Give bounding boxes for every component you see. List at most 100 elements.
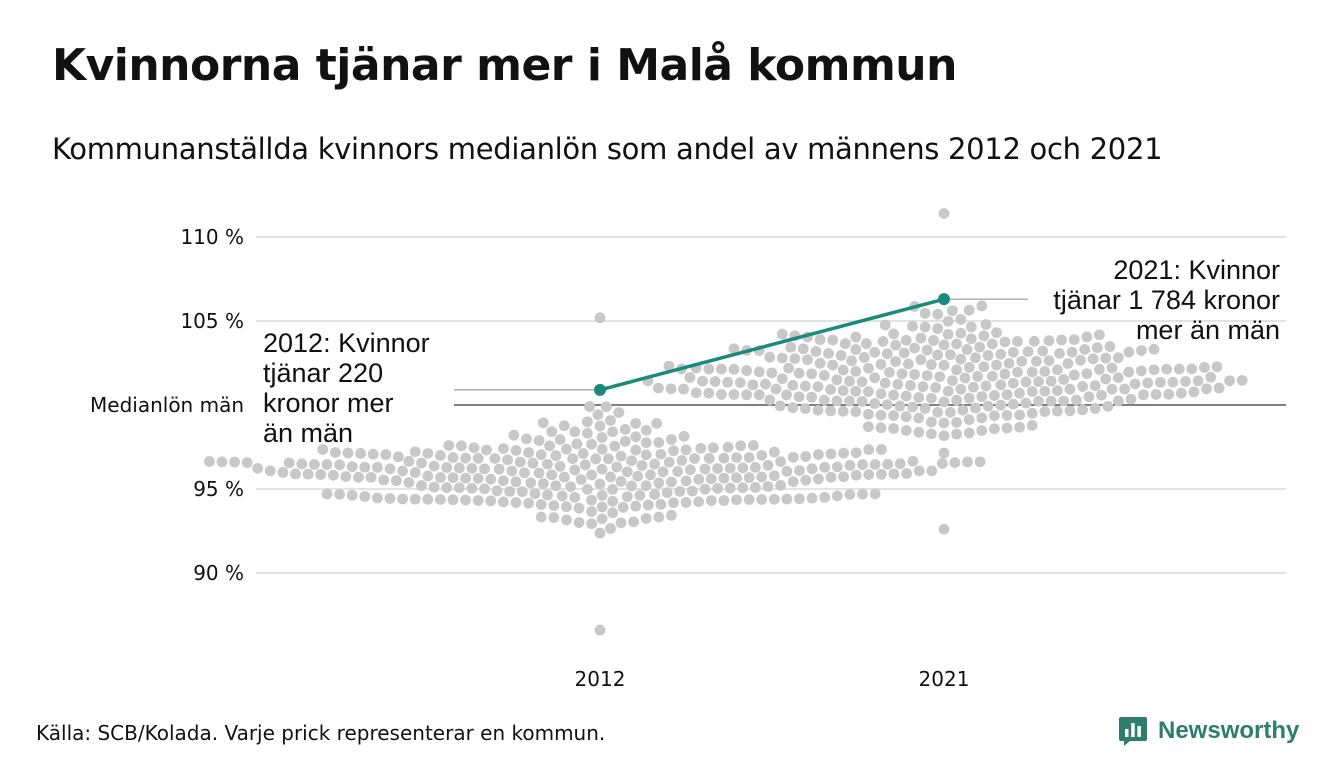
- municipality-dot-2012: [653, 437, 665, 448]
- municipality-dot-2021: [1150, 389, 1162, 400]
- municipality-dot-2021: [905, 380, 916, 391]
- municipality-dot-2021: [1163, 388, 1175, 400]
- municipality-dot-2012: [743, 494, 755, 505]
- municipality-dot-2012: [523, 447, 534, 458]
- municipality-dot-2012: [390, 475, 402, 487]
- municipality-dot-2012: [472, 452, 484, 464]
- municipality-dot-2021: [1091, 342, 1103, 354]
- municipality-dot-2012: [548, 500, 560, 511]
- municipality-dot-2012: [680, 475, 692, 487]
- municipality-dot-2021: [1138, 389, 1149, 401]
- municipality-dot-2021: [1039, 365, 1051, 377]
- municipality-dot-2021: [1081, 368, 1093, 380]
- municipality-dot-2012: [447, 494, 459, 506]
- municipality-dot-2021: [980, 380, 992, 392]
- municipality-dot-2021: [1096, 389, 1107, 401]
- municipality-dot-2012: [586, 469, 597, 481]
- y-tick-label: 110 %: [180, 225, 244, 249]
- municipality-dot-2021: [1123, 366, 1135, 378]
- municipality-dot-2012: [422, 470, 434, 482]
- municipality-dot-2012: [781, 465, 793, 477]
- municipality-dot-2021: [1012, 366, 1023, 378]
- municipality-dot-2021: [1052, 364, 1063, 376]
- municipality-dot-2012: [521, 433, 532, 445]
- municipality-dot-2021: [869, 398, 881, 409]
- municipality-dot-2012: [645, 469, 656, 481]
- municipality-dot-2021: [806, 368, 818, 380]
- municipality-dot-2012: [443, 440, 455, 451]
- municipality-dot-2012: [731, 472, 742, 484]
- municipality-dot-2012: [699, 463, 711, 475]
- municipality-dot-2021: [839, 338, 851, 350]
- municipality-dot-2021: [1007, 377, 1019, 389]
- municipality-dot-2012: [506, 465, 518, 477]
- municipality-dot-2021: [926, 392, 937, 404]
- municipality-dot-2021: [1100, 373, 1112, 385]
- municipality-dot-2021: [938, 208, 950, 219]
- municipality-dot-2012: [876, 468, 887, 480]
- municipality-dot-2021: [1199, 362, 1210, 373]
- municipality-dot-2021: [913, 392, 925, 403]
- municipality-dot-2021: [793, 391, 805, 403]
- municipality-dot-2012: [936, 458, 948, 469]
- municipality-dot-2021: [894, 400, 906, 412]
- municipality-dot-2021: [938, 359, 950, 371]
- municipality-dot-2012: [844, 488, 856, 500]
- municipality-dot-2012: [533, 435, 545, 446]
- municipality-dot-2021: [741, 365, 752, 376]
- municipality-dot-2012: [655, 448, 667, 460]
- municipality-dot-2021: [951, 416, 962, 428]
- municipality-dot-2021: [1148, 364, 1160, 376]
- municipality-dot-2021: [770, 383, 782, 395]
- municipality-dot-2021: [1068, 369, 1080, 381]
- municipality-dot-2012: [813, 449, 824, 460]
- municipality-dot-2012: [800, 451, 812, 462]
- municipality-dot-2012: [355, 447, 366, 459]
- municipality-dot-2012: [913, 465, 925, 477]
- municipality-dot-2021: [917, 381, 929, 393]
- municipality-dot-2021: [800, 380, 811, 392]
- municipality-dot-2012: [422, 493, 434, 505]
- municipality-dot-2021: [1052, 405, 1063, 417]
- municipality-dot-2021: [1058, 395, 1070, 407]
- municipality-dot-2012: [466, 482, 478, 494]
- municipality-dot-2012: [949, 457, 961, 469]
- municipality-dot-2021: [1094, 364, 1105, 375]
- municipality-dot-2012: [283, 457, 295, 469]
- municipality-dot-2021: [1125, 393, 1137, 405]
- municipality-dot-2021: [991, 359, 1002, 371]
- municipality-dot-2012: [657, 466, 669, 478]
- municipality-dot-2012: [787, 451, 799, 463]
- municipality-dot-2012: [510, 444, 522, 456]
- municipality-dot-2021: [944, 406, 956, 418]
- municipality-dot-2012: [678, 430, 690, 442]
- municipality-dot-2021: [1028, 335, 1040, 347]
- municipality-dot-2021: [690, 387, 702, 399]
- logo-text: Newsworthy: [1158, 717, 1300, 744]
- municipality-dot-2021: [1022, 346, 1034, 357]
- municipality-dot-2012: [556, 490, 568, 502]
- municipality-dot-2012: [863, 444, 875, 455]
- municipality-dot-2021: [909, 342, 920, 354]
- municipality-dot-2021: [1173, 363, 1185, 375]
- municipality-dot-2012: [569, 426, 581, 438]
- municipality-dot-2021: [1007, 398, 1019, 410]
- municipality-dot-2021: [1052, 385, 1063, 397]
- municipality-dot-2021: [1045, 395, 1057, 407]
- municipality-dot-2012: [542, 489, 553, 501]
- municipality-dot-2012: [447, 452, 459, 463]
- municipality-dot-2012: [768, 446, 780, 458]
- municipality-dot-2012: [569, 491, 581, 503]
- municipality-dot-2012: [546, 469, 558, 481]
- municipality-dot-2012: [825, 448, 837, 460]
- municipality-dot-2021: [900, 411, 912, 423]
- municipality-dot-2021: [1066, 346, 1078, 358]
- municipality-dot-2012: [626, 480, 637, 492]
- x-axis-labels: 2012 2021: [575, 667, 970, 691]
- municipality-dot-2012: [584, 401, 595, 412]
- municipality-dot-2012: [693, 496, 705, 508]
- chart-title: Kvinnorna tjänar mer i Malå kommun: [52, 40, 957, 91]
- municipality-dot-2021: [982, 350, 994, 361]
- municipality-dot-2012: [615, 517, 627, 529]
- municipality-dot-2012: [537, 417, 549, 429]
